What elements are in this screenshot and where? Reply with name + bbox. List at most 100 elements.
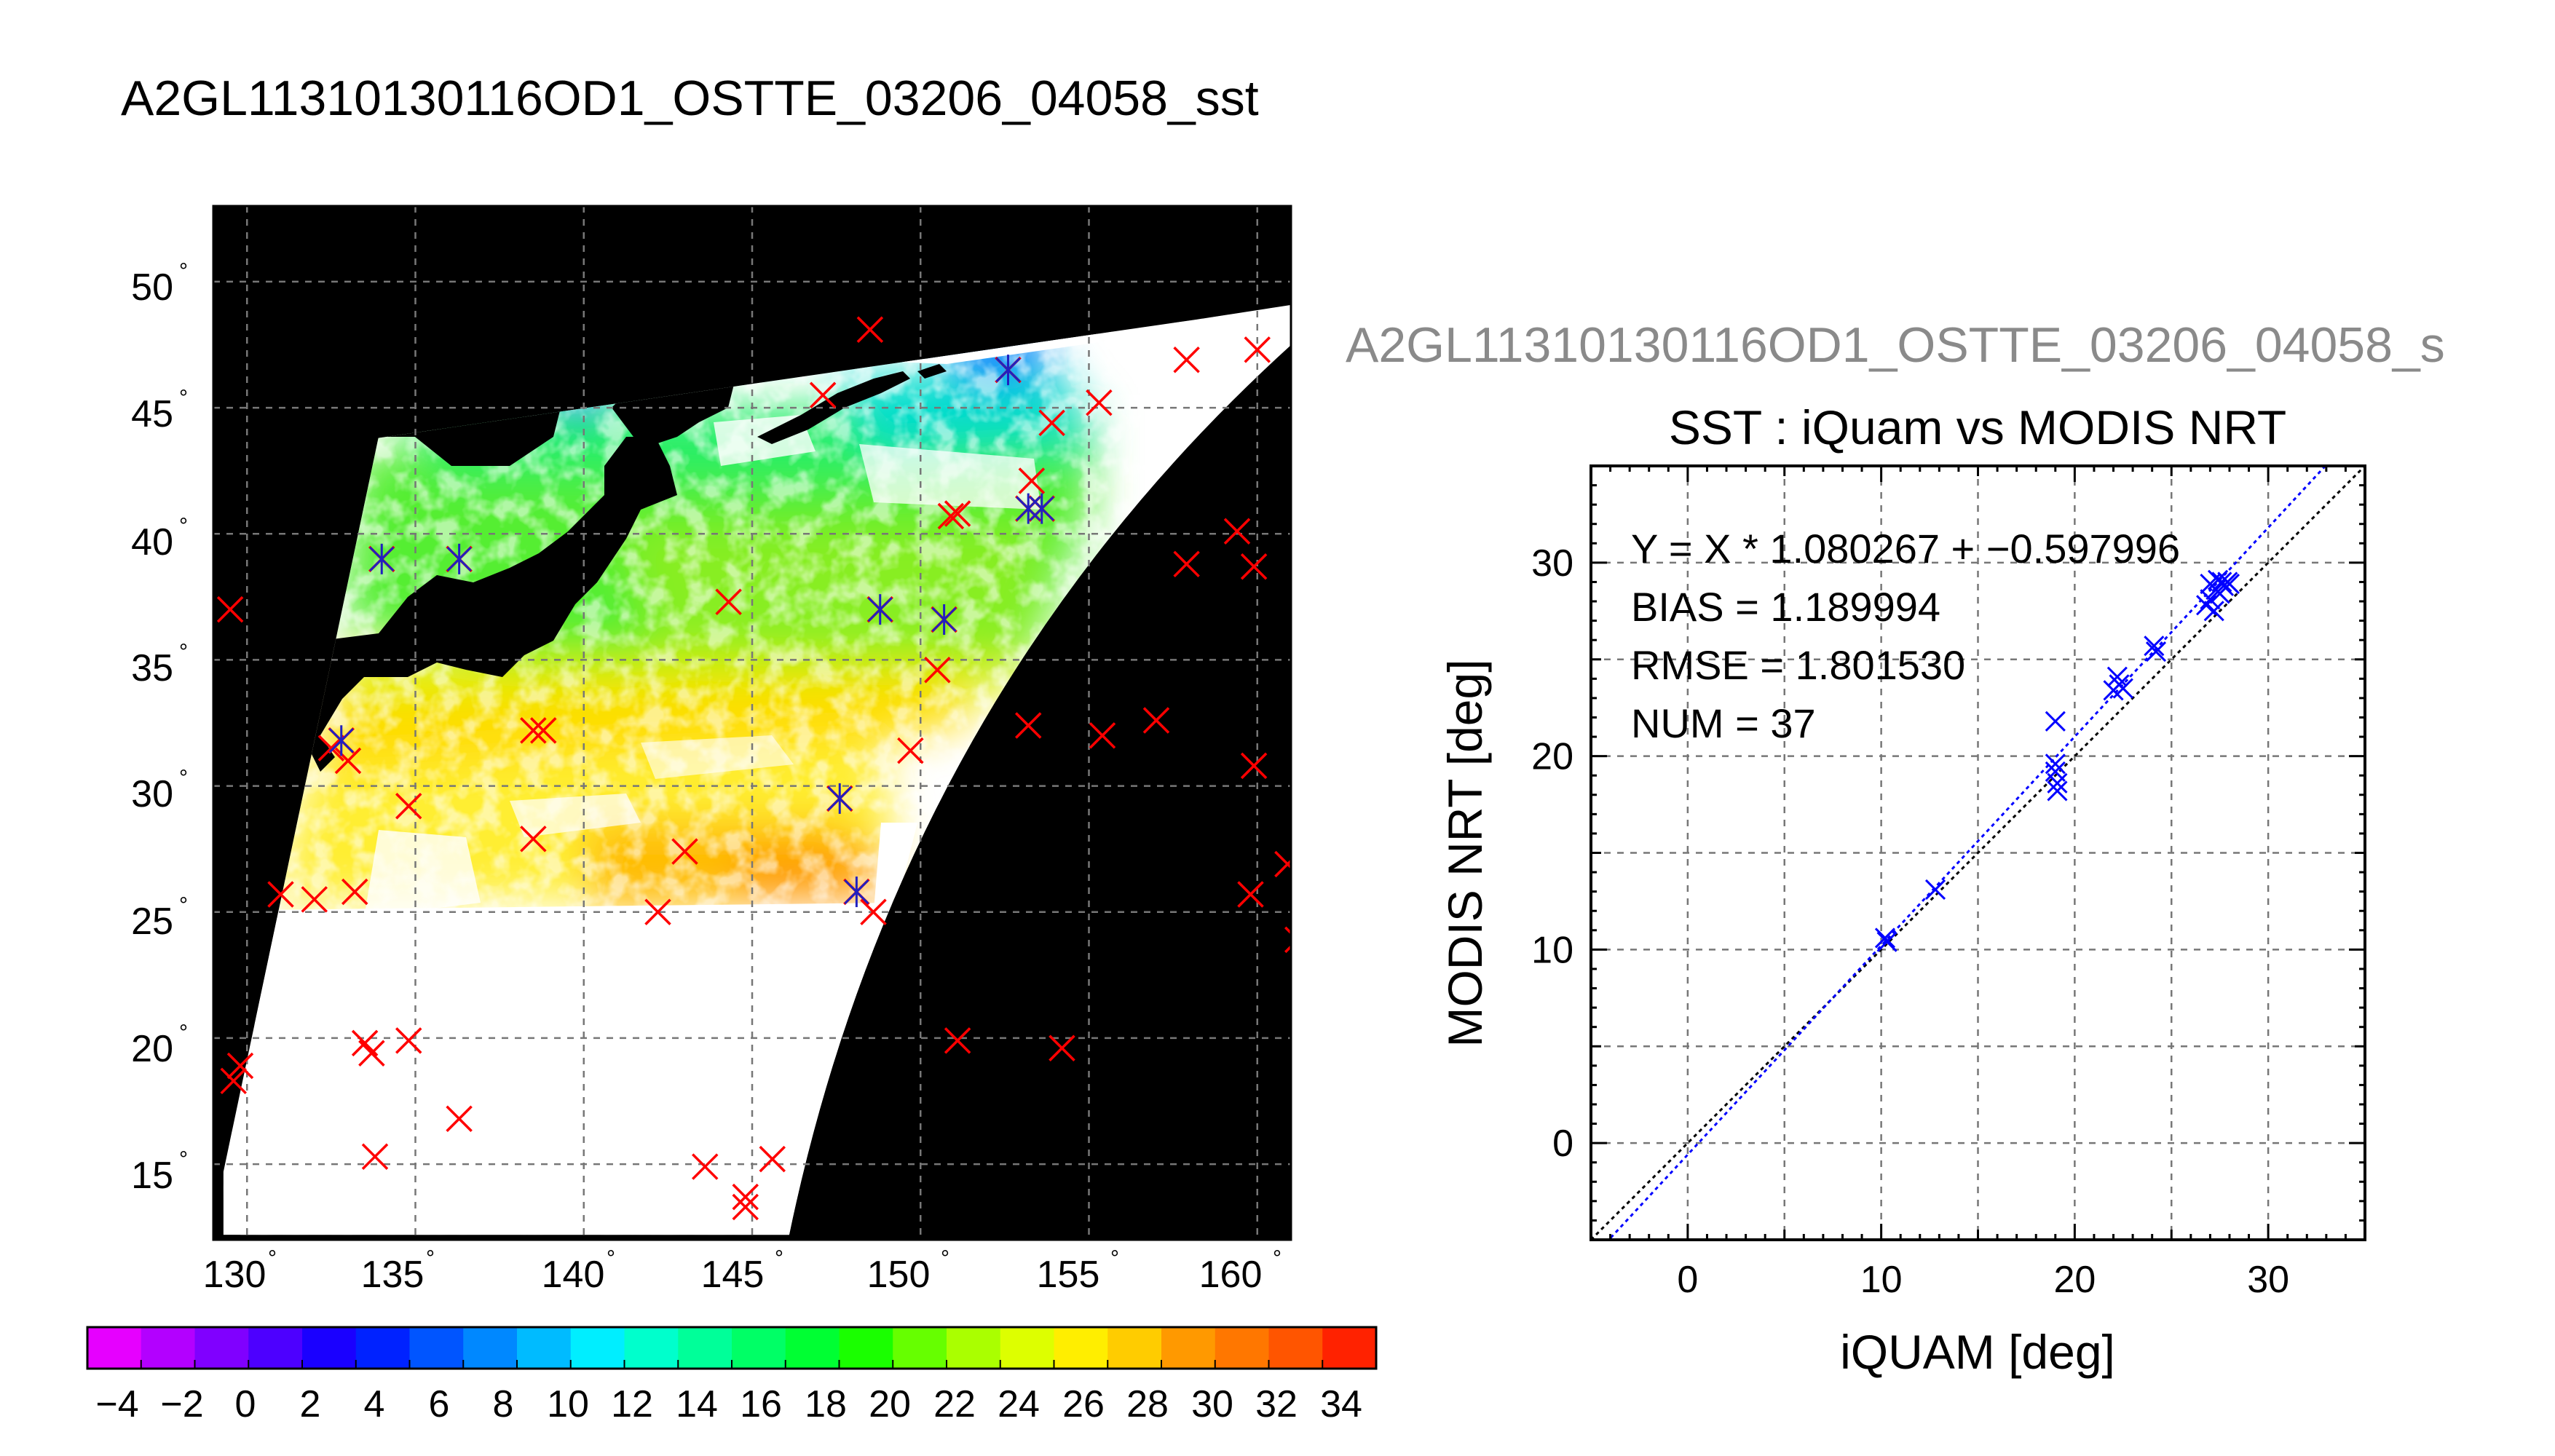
svg-text:°: °: [179, 1021, 188, 1045]
match-marker: [671, 838, 698, 865]
lat-tick-label: 45: [131, 393, 173, 435]
valid-marker: [1016, 493, 1041, 524]
match-marker: [358, 1040, 385, 1067]
colorbar-tick-label: 4: [364, 1383, 385, 1425]
valid-marker: [328, 725, 354, 756]
svg-text:°: °: [1110, 1246, 1119, 1270]
match-marker: [944, 500, 971, 527]
colorbar-cell: [732, 1327, 786, 1369]
svg-text:°: °: [607, 1246, 615, 1270]
match-marker: [1142, 707, 1170, 734]
lat-tick-label: 20: [131, 1028, 173, 1070]
svg-text:°: °: [941, 1246, 949, 1270]
scatter-point: [1876, 931, 1898, 952]
colorbar-cell: [947, 1327, 1001, 1369]
colorbar-tick-label: 18: [805, 1383, 847, 1425]
colorbar-cell: [1054, 1327, 1108, 1369]
scatter-plot: 0 10 20 30 0 10 20 30 Y = X * 1.080267 + −0.59…: [1531, 464, 2366, 1301]
stat-bias: BIAS = 1.189994: [1631, 584, 1940, 630]
match-marker: [1015, 712, 1042, 739]
map-lon-axis: 130 135 140 145 150 155 160: [203, 1254, 1263, 1296]
scatter-point: [1874, 927, 1896, 949]
match-marker: [1240, 553, 1268, 580]
match-marker: [1049, 1034, 1075, 1062]
colorbar-cell: [141, 1327, 196, 1369]
match-marker: [1018, 467, 1046, 494]
match-marker: [1038, 409, 1065, 437]
colorbar-cell: [1268, 1327, 1323, 1369]
match-marker: [395, 1027, 422, 1054]
scatter-x-tick-label: 0: [1677, 1259, 1698, 1301]
valid-marker: [867, 594, 893, 625]
colorbar-tick-label: 20: [869, 1383, 911, 1425]
scatter-x-tick-labels: 0 10 20 30: [1677, 1259, 2289, 1301]
colorbar-cell: [248, 1327, 303, 1369]
scatter-point: [2144, 636, 2165, 657]
valid-markers: [328, 355, 1054, 908]
scatter-overtitle: A2GL11310130116OD1_OSTTE_03206_04058_s: [1346, 317, 2445, 373]
scatter-point: [2045, 753, 2066, 775]
colorbar-cell: [1322, 1327, 1377, 1369]
fit-line: [1607, 466, 2327, 1240]
valid-marker: [1029, 493, 1054, 524]
colorbar-tick-label: 26: [1062, 1383, 1105, 1425]
scatter-point: [2219, 574, 2240, 595]
match-marker: [924, 657, 951, 684]
match-marker: [1173, 550, 1200, 578]
match-marker: [1086, 389, 1113, 416]
map-lat-degree-marks: ° ° ° ° ° ° ° °: [179, 259, 188, 1171]
match-marker: [1274, 850, 1291, 878]
colorbar-cell: [785, 1327, 840, 1369]
match-marker: [341, 878, 368, 906]
match-marker: [1244, 336, 1271, 363]
match-marker: [644, 898, 671, 925]
match-marker: [732, 1183, 759, 1211]
scatter-y-tick-labels: 0 10 20 30: [1531, 542, 1573, 1165]
scatter-y-tick-label: 0: [1552, 1123, 1573, 1165]
scatter-title: SST : iQuam vs MODIS NRT: [1669, 400, 2286, 454]
match-marker: [1089, 722, 1116, 749]
map-lat-axis: 50 45 40 35 30 25 20 15: [131, 266, 173, 1197]
map-lon-degree-marks: ° ° ° ° ° ° °: [268, 1246, 1282, 1270]
scatter-y-axis-label: MODIS NRT [deg]: [1438, 659, 1492, 1047]
match-marker: [530, 717, 557, 744]
lon-tick-label: 140: [542, 1254, 605, 1296]
match-marker: [361, 1143, 389, 1170]
valid-marker: [995, 355, 1021, 386]
fit-stats: Y = X * 1.080267 + −0.597996 BIAS = 1.18…: [1631, 526, 2180, 746]
sst-map: [212, 205, 1292, 1241]
match-marker: [216, 596, 244, 623]
match-marker: [860, 898, 887, 925]
match-marker: [944, 1027, 971, 1054]
match-marker: [301, 886, 328, 913]
valid-marker: [446, 543, 472, 574]
match-marker: [520, 717, 547, 744]
scatter-point: [2211, 571, 2232, 593]
match-marker: [937, 502, 965, 530]
valid-marker: [931, 604, 957, 635]
lon-tick-label: 145: [701, 1254, 765, 1296]
colorbar-cell: [87, 1327, 142, 1369]
match-marker: [395, 793, 422, 820]
colorbar-cell: [1215, 1327, 1270, 1369]
svg-text:°: °: [179, 386, 188, 410]
scatter-point: [2045, 711, 2066, 732]
colorbar-cell: [678, 1327, 732, 1369]
colorbar-tick-label: 14: [676, 1383, 718, 1425]
match-marker: [856, 316, 884, 343]
colorbar-cell: [194, 1327, 249, 1369]
match-marker: [1237, 881, 1264, 908]
colorbar-tick-label: 2: [300, 1383, 321, 1425]
lat-tick-label: 25: [131, 901, 173, 943]
scatter-x-tick-label: 20: [2053, 1259, 2096, 1301]
scatter-y-tick-label: 20: [1531, 736, 1573, 778]
colorbar-cell: [1107, 1327, 1162, 1369]
match-marker: [732, 1193, 759, 1221]
scatter-point: [2203, 601, 2224, 622]
lat-tick-label: 30: [131, 773, 173, 815]
match-marker: [1284, 926, 1291, 954]
svg-text:°: °: [179, 640, 188, 664]
colorbar-cell: [409, 1327, 464, 1369]
lon-tick-label: 160: [1199, 1254, 1263, 1296]
